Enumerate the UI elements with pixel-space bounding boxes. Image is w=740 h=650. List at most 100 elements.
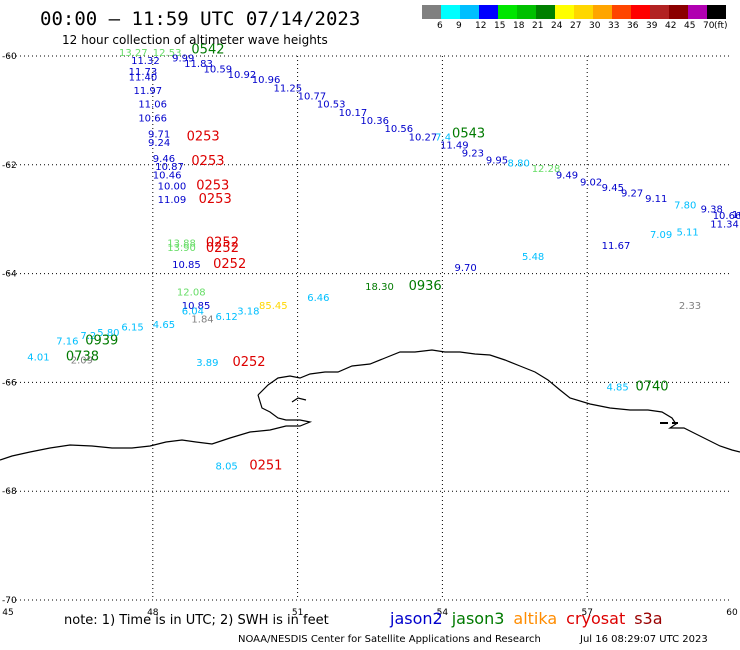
footnote: note: 1) Time is in UTC; 2) SWH is in fe…: [64, 613, 329, 628]
wave-height-label: 8.05: [216, 461, 238, 472]
legend-tick-label: 12: [475, 21, 487, 31]
wave-height-label: 9.95: [486, 156, 508, 167]
wave-height-label: 10.66: [713, 211, 740, 222]
wave-height-label: 10.87: [155, 162, 184, 173]
pass-time-label: 0252: [232, 355, 265, 370]
legend-swatch: [479, 5, 498, 19]
wave-height-label: 6.15: [121, 323, 143, 334]
wave-height-label: 4.01: [27, 353, 49, 364]
wave-height-label: 10.46: [153, 170, 182, 181]
page-title: 00:00 – 11:59 UTC 07/14/2023: [40, 8, 361, 30]
legend-tick-label: 27: [570, 21, 582, 31]
wave-height-label: 10.85: [182, 301, 211, 312]
legend-swatch: [536, 5, 555, 19]
wave-height-label: 2.09: [71, 355, 93, 366]
lat-tick-label: -66: [2, 378, 17, 388]
satellite-legend: jason2 jason3 altika cryosat s3a: [390, 609, 672, 628]
wave-height-label: 10.53: [317, 100, 346, 111]
wave-height-label: 10.66: [138, 113, 167, 124]
lon-tick-label: 60: [726, 608, 738, 618]
legend-swatch: [460, 5, 479, 19]
wave-height-label: 7.16: [56, 336, 78, 347]
wave-height-label: 10.56: [384, 124, 413, 135]
legend-swatch: [669, 5, 688, 19]
wave-height-label: 1.84: [191, 315, 213, 326]
satellite-label-s3a: s3a: [634, 609, 663, 628]
wave-height-label: 9.02: [580, 177, 602, 188]
wave-height-label: 9.99: [172, 53, 194, 64]
wave-height-label: 10.00: [158, 181, 187, 192]
wave-height-label: 4.85: [607, 383, 629, 394]
satellite-label-altika: altika: [513, 609, 558, 628]
legend-swatch: [555, 5, 574, 19]
pass-time-label: 0740: [635, 380, 668, 395]
wave-height-label: 4.65: [153, 320, 175, 331]
wave-height-label: 6.46: [307, 293, 329, 304]
antarctic-coastline: [257, 349, 740, 453]
legend-swatch: [612, 5, 631, 19]
lon-tick-label: 51: [292, 608, 303, 618]
legend-unit: (ft): [714, 21, 728, 31]
wave-height-label: 11.09: [158, 195, 187, 206]
lat-tick-label: -70: [2, 596, 17, 606]
legend-swatch: [574, 5, 593, 19]
pass-time-label: 0253: [196, 178, 229, 193]
lon-tick-label: 45: [2, 608, 13, 618]
legend-swatch: [441, 5, 460, 19]
wave-height-label: 11.73: [129, 67, 158, 78]
legend-tick-label: 39: [646, 21, 658, 31]
legend-swatch: [593, 5, 612, 19]
credit-line: NOAA/NESDIS Center for Satellite Applica…: [238, 634, 541, 645]
legend-tick-label: 36: [627, 21, 639, 31]
coastline-inlet: [291, 397, 307, 403]
wave-height-label: 9.71: [148, 130, 170, 141]
pass-time-label: 0252: [213, 257, 246, 272]
legend-tick-label: 33: [608, 21, 620, 31]
observation-labels: 13.27 12.53 05429.9911.8310.5910.9210.9611…: [27, 42, 740, 473]
pass-time-label: 0936: [409, 279, 442, 294]
wave-height-label: 5.48: [522, 252, 544, 263]
pass-time-label: 0253: [187, 129, 220, 144]
wave-height-label: 11.25: [273, 83, 302, 94]
lon-tick-label: 57: [581, 608, 592, 618]
wave-height-label: 7.4: [435, 132, 451, 143]
wave-height-label: 11.34: [710, 219, 739, 230]
wave-height-label: 10.27: [409, 132, 438, 143]
wave-height-label: 10.96: [252, 75, 281, 86]
wave-height-label: 9.46: [153, 154, 175, 165]
wave-height-label: 10.77: [298, 92, 327, 103]
wave-height-label: 11.83: [184, 59, 213, 70]
wave-height-label: 9.24: [148, 138, 170, 149]
legend-tick-label: 6: [437, 21, 443, 31]
wave-height-label: 2.33: [679, 301, 701, 312]
pass-time-label: 0251: [249, 458, 282, 473]
legend-tick-label: 30: [589, 21, 601, 31]
page-subtitle: 12 hour collection of altimeter wave hei…: [62, 33, 328, 47]
legend-tick-label: 42: [665, 21, 677, 31]
wave-height-label: 3.89: [196, 358, 218, 369]
wave-height-label: 7.80: [674, 200, 696, 211]
legend-swatch: [650, 5, 669, 19]
wave-height-label: 11.32: [131, 56, 160, 67]
legend-tick-label: 24: [551, 21, 563, 31]
legend-tick-label: 15: [494, 21, 506, 31]
pass-time-label: 0252: [206, 241, 239, 256]
wave-height-label: 10.69: [732, 210, 740, 221]
legend-swatch: [631, 5, 650, 19]
wave-height-label: 10.85: [172, 260, 201, 271]
wave-height-label: 7.2: [80, 331, 96, 342]
generated-timestamp: Jul 16 08:29:07 UTC 2023: [580, 634, 708, 645]
antarctic-bay-coastline: [0, 394, 313, 461]
wave-height-label: 11.97: [133, 86, 162, 97]
coastline: [0, 349, 740, 461]
satellite-label-cryosat: cryosat: [566, 609, 626, 628]
wave-height-label: 5.80: [97, 328, 119, 339]
satellite-label-jason2: jason2: [390, 609, 443, 628]
wave-height-label: 3.18: [237, 306, 259, 317]
pass-time-label: 0252: [206, 235, 239, 250]
wave-height-label: 12.08: [177, 287, 206, 298]
legend-tick-label: 18: [513, 21, 525, 31]
pass-time-label: 0543: [452, 127, 485, 142]
